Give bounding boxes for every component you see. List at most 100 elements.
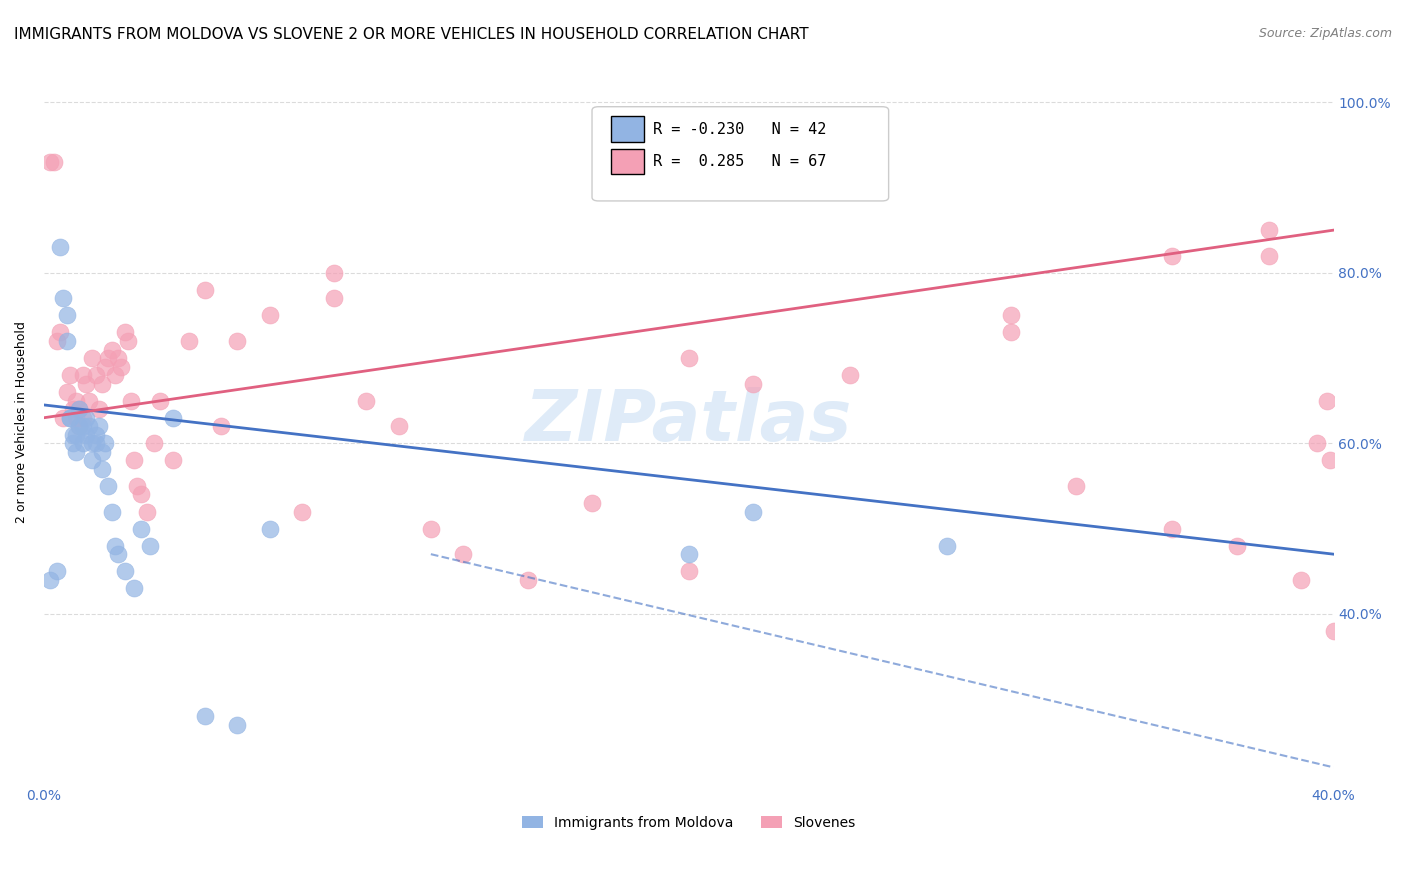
Point [114, 564, 136, 578]
Point [87, 419, 110, 434]
Point [209, 419, 232, 434]
Point [419, 522, 441, 536]
Point [742, 504, 765, 518]
Point [259, 522, 281, 536]
Point [162, 453, 184, 467]
Point [120, 393, 142, 408]
Text: ZIPatlas: ZIPatlas [524, 387, 852, 457]
FancyBboxPatch shape [592, 107, 889, 201]
Point [387, 419, 409, 434]
Point [1226, 539, 1249, 553]
Point [678, 564, 700, 578]
Point [122, 453, 145, 467]
Point [177, 334, 200, 348]
Point [55, 334, 77, 348]
Point [162, 410, 184, 425]
Point [67, 419, 90, 434]
Point [149, 393, 172, 408]
Point [52, 291, 75, 305]
Point [45, 334, 67, 348]
Point [72, 436, 94, 450]
Point [142, 436, 165, 450]
Point [75, 376, 97, 391]
Point [129, 522, 152, 536]
Point [91, 462, 114, 476]
Point [323, 291, 346, 305]
FancyBboxPatch shape [612, 149, 644, 174]
Point [1161, 249, 1184, 263]
Point [451, 547, 474, 561]
Point [194, 283, 217, 297]
Point [72, 419, 94, 434]
Point [55, 309, 77, 323]
Point [742, 376, 765, 391]
Point [839, 368, 862, 383]
Point [87, 402, 110, 417]
Point [94, 359, 117, 374]
Point [129, 487, 152, 501]
Point [100, 504, 122, 518]
Point [291, 504, 314, 518]
Point [91, 445, 114, 459]
Point [84, 436, 107, 450]
Point [104, 539, 127, 553]
Point [49, 326, 72, 340]
Point [55, 385, 77, 400]
Point [59, 410, 82, 425]
Point [581, 496, 603, 510]
Point [259, 309, 281, 323]
Point [1291, 573, 1313, 587]
Point [94, 436, 117, 450]
Point [139, 539, 162, 553]
Point [82, 453, 104, 467]
Legend: Immigrants from Moldova, Slovenes: Immigrants from Moldova, Slovenes [516, 810, 860, 836]
Point [42, 155, 65, 169]
Point [65, 445, 87, 459]
Point [114, 326, 136, 340]
Point [97, 479, 120, 493]
Point [59, 410, 82, 425]
Point [1000, 326, 1022, 340]
Point [62, 427, 84, 442]
Point [91, 376, 114, 391]
Point [67, 419, 90, 434]
Point [39, 573, 62, 587]
Point [72, 368, 94, 383]
Point [59, 368, 82, 383]
Point [194, 709, 217, 723]
Point [110, 359, 132, 374]
Point [117, 334, 139, 348]
Point [82, 351, 104, 365]
Point [1258, 249, 1281, 263]
Point [84, 427, 107, 442]
Point [1306, 436, 1329, 450]
Point [356, 393, 378, 408]
Point [226, 717, 249, 731]
Point [75, 427, 97, 442]
Point [1064, 479, 1087, 493]
Point [127, 479, 149, 493]
Point [84, 368, 107, 383]
Point [1000, 309, 1022, 323]
Point [67, 402, 90, 417]
Point [62, 436, 84, 450]
Point [65, 410, 87, 425]
Text: R = -0.230   N = 42: R = -0.230 N = 42 [652, 121, 825, 136]
Point [75, 410, 97, 425]
Point [226, 334, 249, 348]
Point [62, 402, 84, 417]
Text: Source: ZipAtlas.com: Source: ZipAtlas.com [1258, 27, 1392, 40]
Point [516, 573, 538, 587]
Point [1322, 624, 1344, 638]
Point [72, 410, 94, 425]
Point [678, 547, 700, 561]
Text: R =  0.285   N = 67: R = 0.285 N = 67 [652, 154, 825, 169]
Point [77, 419, 100, 434]
Point [77, 393, 100, 408]
FancyBboxPatch shape [612, 116, 644, 142]
Point [678, 351, 700, 365]
Point [49, 240, 72, 254]
Point [97, 351, 120, 365]
Point [107, 547, 129, 561]
Point [52, 410, 75, 425]
